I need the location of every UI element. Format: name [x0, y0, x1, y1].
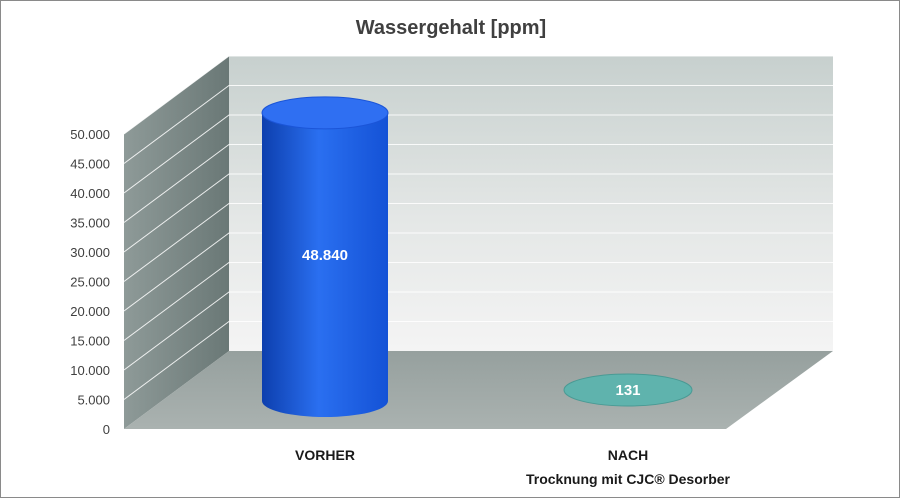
gridline	[123, 203, 833, 282]
data-label: 48.840	[302, 247, 348, 264]
bar-body	[262, 112, 388, 418]
gridline	[123, 173, 833, 253]
gridline	[123, 144, 833, 223]
gridline	[123, 291, 833, 371]
bar: 131	[563, 373, 693, 407]
gridline	[123, 232, 833, 312]
gridline	[123, 262, 833, 341]
bar-top	[563, 373, 693, 407]
gridline	[123, 55, 833, 135]
bar: 48.840	[261, 96, 389, 418]
y-tick-label: 10.000	[70, 363, 110, 378]
floor	[124, 351, 833, 429]
gridline	[123, 321, 833, 400]
y-tick-label: 50.000	[70, 127, 110, 142]
chart-title: Wassergehalt [ppm]	[356, 17, 546, 39]
category-label: NACH	[608, 447, 648, 463]
y-axis-ticks: 0 5.000 10.000 15.000 20.000 25.000 30.000 35.0…	[70, 127, 110, 437]
gridlines	[123, 55, 833, 400]
y-tick-label: 45.000	[70, 157, 110, 172]
y-tick-label: 35.000	[70, 216, 110, 231]
gridline	[123, 114, 833, 194]
bars: 48.840 131	[261, 96, 693, 418]
y-tick-label: 5.000	[77, 393, 110, 408]
bar-top	[261, 96, 389, 130]
y-tick-label: 20.000	[70, 304, 110, 319]
plot-background	[124, 56, 833, 429]
category-labels: VORHER NACH Trocknung mit CJC® Desorber	[295, 447, 731, 487]
category-sublabel: Trocknung mit CJC® Desorber	[526, 471, 731, 487]
y-tick-label: 30.000	[70, 245, 110, 260]
data-label: 131	[615, 382, 640, 399]
y-tick-label: 40.000	[70, 186, 110, 201]
y-tick-label: 15.000	[70, 334, 110, 349]
gridline	[123, 85, 833, 164]
y-tick-label: 0	[103, 422, 110, 437]
y-tick-label: 25.000	[70, 275, 110, 290]
category-label: VORHER	[295, 447, 355, 463]
